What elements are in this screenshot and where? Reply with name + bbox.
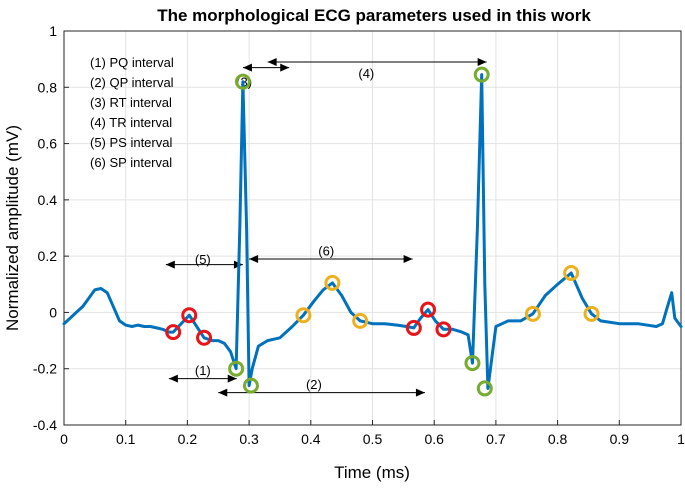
- p-wave-marker: [420, 301, 437, 318]
- t-wave-marker: [352, 312, 369, 329]
- arrow-head: [227, 374, 237, 383]
- legend-entry: (2) QP interval: [90, 75, 174, 90]
- x-tick-label: 0.9: [610, 431, 630, 447]
- interval-label: (4): [358, 66, 374, 81]
- p-wave-marker: [181, 307, 198, 324]
- arrow-head: [267, 57, 277, 66]
- chart-title: The morphological ECG parameters used in…: [157, 6, 591, 25]
- x-tick-label: 0.3: [239, 431, 259, 447]
- y-axis-ticks: -0.4 -0.2 0 0.2 0.4 0.6 0.8 1: [33, 23, 69, 433]
- x-tick-label: 0.4: [301, 431, 321, 447]
- arrow-head: [280, 63, 290, 72]
- qrs-marker: [242, 377, 259, 394]
- t-wave-marker: [324, 274, 341, 291]
- legend-entry: (3) RT interval: [90, 95, 172, 110]
- qrs-marker: [476, 380, 493, 397]
- legend-entry: (4) TR interval: [90, 115, 172, 130]
- arrow-head: [403, 254, 413, 263]
- qrs-marker: [464, 355, 481, 372]
- interval-legend: (1) PQ interval (2) QP interval (3) RT int…: [90, 55, 174, 170]
- y-tick-label: -0.2: [33, 361, 57, 377]
- p-wave-marker: [165, 324, 182, 341]
- x-tick-label: 0.6: [424, 431, 444, 447]
- x-tick-label: 1: [677, 431, 685, 447]
- t-wave-marker: [295, 307, 312, 324]
- x-tick-label: 0.7: [486, 431, 506, 447]
- y-tick-label: 0: [49, 304, 57, 320]
- ecg-signal: [62, 73, 683, 390]
- p-wave-marker: [405, 319, 422, 336]
- x-tick-label: 0.8: [548, 431, 568, 447]
- interval-annotations: (1)(2)(3)(4)(5)(6): [165, 57, 487, 397]
- arrow-head: [218, 388, 228, 397]
- ecg-signal-line: [62, 73, 683, 390]
- interval-label: (2): [306, 377, 322, 392]
- interval-label: (1): [195, 363, 211, 378]
- p-wave-marker: [435, 321, 452, 338]
- qrs-marker: [473, 66, 490, 83]
- y-tick-label: 1: [49, 23, 57, 39]
- x-axis-ticks: 0 0.1 0.2 0.3 0.4 0.5 0.6 0.7 0.8 0.9 1: [60, 420, 685, 447]
- interval-label: (5): [195, 252, 211, 267]
- fiducial-markers: [165, 66, 600, 397]
- x-tick-label: 0.1: [116, 431, 136, 447]
- p-wave-marker: [196, 329, 213, 346]
- t-wave-marker: [524, 305, 541, 322]
- y-tick-label: 0.8: [38, 79, 58, 95]
- qrs-marker: [228, 360, 245, 377]
- qrs-marker: [234, 73, 251, 90]
- interval-label: (6): [318, 244, 334, 259]
- y-tick-label: 0.2: [38, 248, 58, 264]
- arrow-head: [242, 63, 252, 72]
- y-tick-label: 0.6: [38, 136, 58, 152]
- arrow-head: [168, 374, 178, 383]
- t-wave-marker: [583, 305, 600, 322]
- legend-entry: (6) SP interval: [90, 155, 172, 170]
- arrow-head: [165, 260, 175, 269]
- x-axis-label: Time (ms): [334, 463, 410, 482]
- legend-entry: (5) PS interval: [90, 135, 172, 150]
- arrow-head: [415, 388, 425, 397]
- arrow-head: [477, 57, 487, 66]
- t-wave-marker: [563, 265, 580, 282]
- y-axis-label: Normalized amplitude (mV): [3, 125, 22, 331]
- y-tick-label: 0.4: [38, 192, 58, 208]
- legend-entry: (1) PQ interval: [90, 55, 174, 70]
- grid: [63, 30, 682, 426]
- x-tick-label: 0: [60, 431, 68, 447]
- y-tick-label: -0.4: [33, 417, 57, 433]
- x-tick-label: 0.2: [178, 431, 198, 447]
- x-tick-label: 0.5: [363, 431, 383, 447]
- arrow-head: [249, 254, 259, 263]
